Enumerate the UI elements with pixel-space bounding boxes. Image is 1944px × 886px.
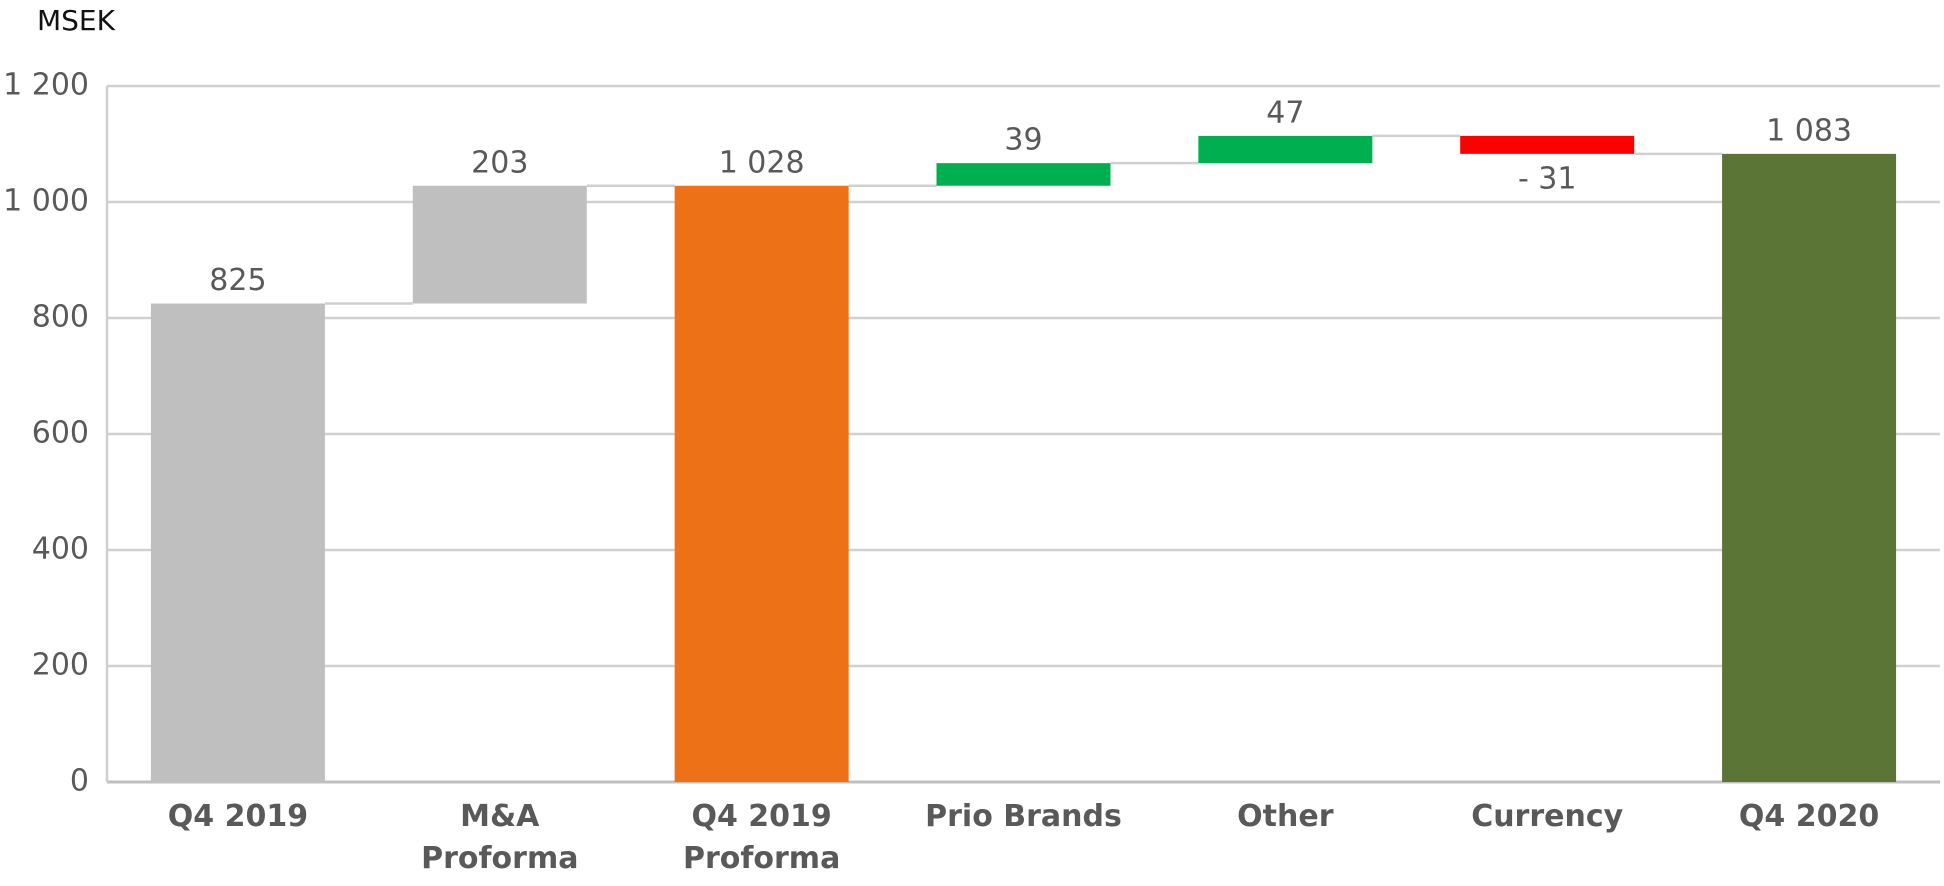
value-label: 825 xyxy=(209,263,266,298)
x-tick-label: Currency xyxy=(1471,799,1624,834)
x-tick-label: Prio Brands xyxy=(925,799,1122,834)
value-label: 47 xyxy=(1266,95,1304,130)
y-axis-label: MSEK xyxy=(37,4,116,37)
value-label: - 31 xyxy=(1518,161,1577,196)
value-label: 1 028 xyxy=(719,145,805,180)
y-tick-label: 0 xyxy=(70,764,89,799)
bar xyxy=(150,303,325,782)
x-tick-label: Other xyxy=(1237,799,1334,834)
y-tick-label: 600 xyxy=(32,416,89,451)
bar xyxy=(1722,153,1897,783)
y-tick-label: 400 xyxy=(32,532,89,567)
y-tick-label: 800 xyxy=(32,300,89,335)
bar xyxy=(936,163,1111,186)
y-tick-label: 1 000 xyxy=(3,184,89,219)
bar xyxy=(1198,135,1373,164)
value-label: 1 083 xyxy=(1766,113,1852,148)
bar xyxy=(412,185,587,304)
x-tick-label: Q4 2019 Proforma xyxy=(682,799,841,876)
x-tick-label: Q4 2020 xyxy=(1738,799,1880,834)
x-tick-label: M&A Proforma xyxy=(421,799,579,876)
value-label: 203 xyxy=(471,145,528,180)
bar xyxy=(1460,135,1635,154)
value-label: 39 xyxy=(1004,123,1042,158)
y-tick-label: 200 xyxy=(32,648,89,683)
x-tick-label: Q4 2019 xyxy=(167,799,309,834)
y-tick-label: 1 200 xyxy=(3,68,89,103)
bar xyxy=(674,185,849,782)
